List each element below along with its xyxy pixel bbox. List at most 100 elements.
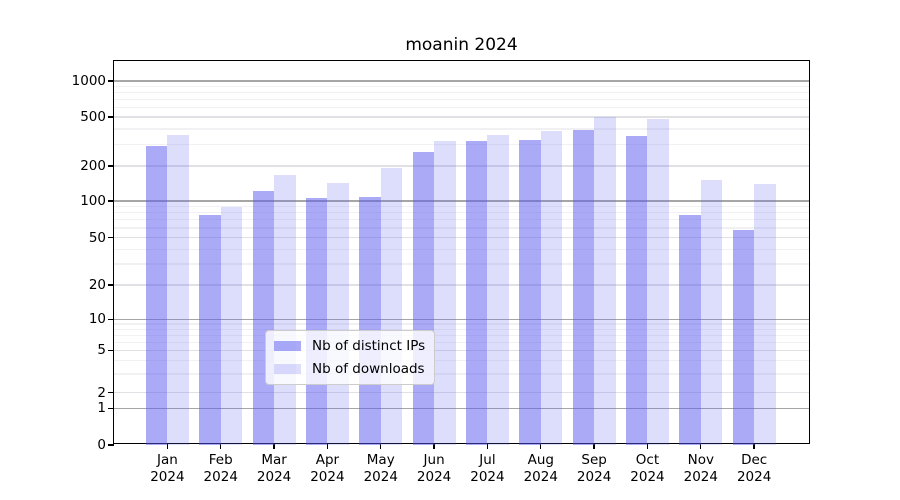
gridline-minor (114, 341, 809, 343)
x-tick-year: 2024 (523, 468, 558, 485)
x-tick (433, 444, 435, 449)
gridline (114, 392, 809, 394)
x-tick-label: Dec 2024 (726, 452, 782, 485)
gridline-decade (114, 200, 809, 202)
x-tick-year: 2024 (150, 468, 185, 485)
bar-nb-of-downloads-nov (700, 180, 723, 445)
gridline-minor (114, 128, 809, 130)
bar-nb-of-distinct-ips-oct (625, 136, 648, 445)
x-tick-month: Jun (423, 452, 445, 468)
x-tick (220, 444, 222, 449)
gridline-minor (114, 219, 809, 221)
x-tick (326, 444, 329, 449)
x-tick-month: Sep (581, 452, 607, 468)
x-tick-month: May (366, 452, 395, 468)
legend: Nb of distinct IPs Nb of downloads (265, 330, 436, 385)
x-tick-year: 2024 (363, 468, 398, 485)
x-tick-month: Apr (315, 452, 340, 468)
y-tick (108, 444, 114, 446)
x-tick (486, 444, 489, 449)
y-tick (108, 80, 114, 82)
x-tick-year: 2024 (470, 468, 505, 485)
bar-nb-of-distinct-ips-jul (465, 140, 488, 445)
y-tick-label: 500 (80, 109, 106, 125)
gridline-decade (114, 80, 809, 82)
bar-nb-of-downloads-jun (434, 141, 456, 445)
gridline-minor (114, 85, 809, 88)
x-tick (166, 444, 169, 449)
x-tick-month: Feb (208, 452, 233, 468)
y-tick-label: 2 (97, 384, 106, 401)
x-tick-label: Oct 2024 (619, 452, 675, 485)
bar-nb-of-distinct-ips-apr (305, 197, 328, 445)
x-tick (540, 444, 542, 449)
gridline-minor (114, 98, 809, 101)
y-tick (108, 349, 114, 351)
y-tick (108, 237, 114, 239)
x-tick-label: Feb 2024 (193, 452, 249, 485)
bar-nb-of-distinct-ips-aug (519, 139, 541, 445)
x-tick-year: 2024 (310, 468, 345, 485)
gridline (114, 349, 809, 351)
y-tick (108, 165, 114, 167)
x-tick (700, 444, 702, 449)
y-tick-label: 1000 (71, 73, 106, 89)
x-tick-month: Nov (687, 452, 714, 468)
gridline-minor (114, 334, 809, 336)
x-tick-label: Apr 2024 (299, 452, 355, 485)
plot-area: 0 1 2 5 10 20 50 100 200 500 1000 Jan 2024 Feb 2024 Mar… (72, 60, 810, 485)
gridline-minor (114, 263, 809, 265)
y-tick-label: 10 (88, 311, 106, 328)
gridline-minor (114, 106, 809, 109)
chart-title: moanin 2024 (405, 35, 518, 55)
legend-swatch-downloads (274, 364, 301, 374)
x-tick-month: Jan (156, 452, 178, 468)
x-tick-year: 2024 (576, 468, 612, 485)
x-tick-year: 2024 (416, 468, 452, 485)
y-tick (108, 407, 114, 409)
bar-nb-of-distinct-ips-may (359, 197, 381, 445)
x-tick-month: Jul (479, 452, 496, 468)
bar-nb-of-distinct-ips-mar (252, 190, 275, 445)
bar-nb-of-downloads-sep (594, 117, 616, 445)
bar-nb-of-distinct-ips-dec (732, 229, 755, 445)
gridline-minor (114, 373, 809, 375)
x-tick (593, 444, 595, 449)
legend-label-downloads: Nb of downloads (312, 361, 425, 377)
bar-nb-of-downloads-dec (754, 184, 776, 445)
x-tick (753, 444, 755, 449)
bar-nb-of-downloads-may (380, 167, 403, 445)
bar-nb-of-distinct-ips-sep (572, 130, 595, 445)
x-tick-year: 2024 (683, 468, 718, 485)
gridline (114, 284, 809, 286)
x-tick-label: Jan 2024 (139, 452, 195, 485)
y-tick (108, 318, 114, 320)
gridline-minor (114, 91, 809, 94)
y-tick-label: 100 (80, 193, 106, 209)
x-tick-month: Mar (261, 452, 287, 468)
gridline-minor (114, 248, 809, 250)
gridline-decade (114, 407, 809, 409)
y-tick-label: 50 (88, 229, 106, 246)
gridline (114, 116, 809, 118)
gridline-minor (114, 328, 809, 330)
x-tick-year: 2024 (630, 468, 665, 485)
legend-swatch-distinct-ips (274, 341, 301, 351)
gridline-minor (114, 143, 809, 145)
x-tick-month: Dec (741, 452, 768, 468)
bar-nb-of-distinct-ips-jan (145, 145, 168, 445)
x-tick-year: 2024 (736, 468, 772, 485)
bar-nb-of-downloads-mar (274, 175, 296, 445)
x-tick-label: Jul 2024 (459, 452, 515, 485)
gridline-minor (114, 360, 809, 362)
x-tick-label: Mar 2024 (246, 452, 302, 485)
x-tick-year: 2024 (203, 468, 238, 485)
x-tick-label: Sep 2024 (566, 452, 622, 485)
bar-nb-of-downloads-aug (540, 130, 563, 445)
legend-label-distinct-ips: Nb of distinct IPs (312, 338, 426, 354)
bar-nb-of-distinct-ips-feb (199, 214, 221, 445)
bar-nb-of-distinct-ips-nov (679, 214, 701, 445)
y-tick-label: 5 (97, 342, 106, 359)
bar-nb-of-distinct-ips-jun (412, 151, 435, 445)
